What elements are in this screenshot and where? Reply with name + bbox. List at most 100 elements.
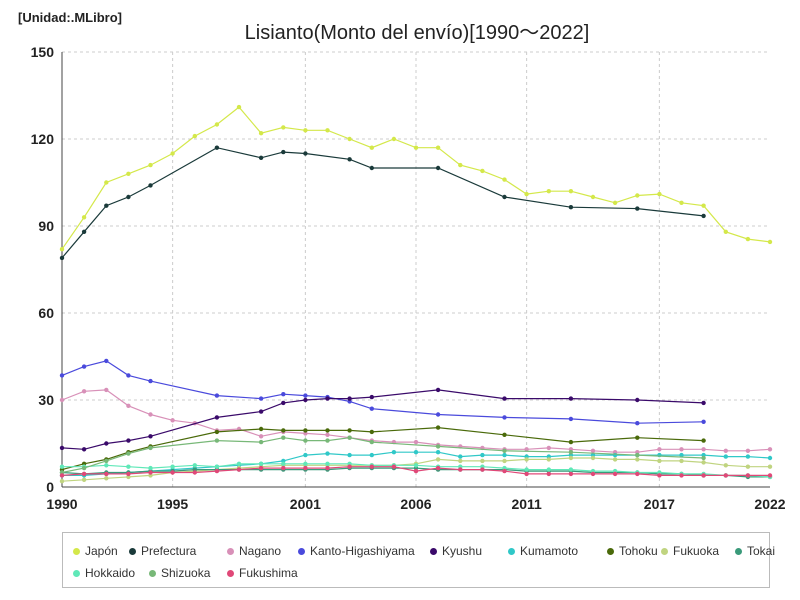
data-point	[148, 470, 153, 475]
legend-marker	[661, 547, 668, 555]
data-point	[679, 452, 684, 458]
data-point	[214, 438, 220, 443]
legend-marker	[735, 547, 742, 555]
series-line-kyushu	[61, 389, 704, 450]
data-point	[347, 396, 352, 401]
data-point	[148, 162, 153, 168]
data-point	[590, 194, 596, 200]
data-point	[148, 378, 153, 384]
legend-label: Tokai	[747, 544, 776, 558]
data-point	[701, 473, 706, 478]
x-tick-label: 1995	[157, 496, 188, 512]
data-point	[325, 396, 330, 401]
data-point	[767, 239, 773, 245]
data-point	[723, 229, 728, 234]
data-point	[391, 464, 397, 469]
data-point	[767, 464, 773, 469]
data-point	[325, 465, 330, 471]
y-tick-label: 90	[38, 218, 54, 234]
data-point	[369, 452, 374, 458]
data-point	[745, 236, 751, 242]
data-point	[59, 255, 65, 261]
data-point	[258, 409, 264, 414]
data-point	[435, 444, 441, 449]
data-point	[502, 458, 507, 464]
data-point	[435, 450, 441, 455]
data-point	[502, 177, 507, 182]
axes: 0 30 60 90 120 150 1990 1995 2001 2006 2011 2017 202…	[31, 44, 786, 512]
data-point	[701, 203, 706, 208]
legend-label: Fukushima	[239, 566, 298, 580]
data-point	[126, 171, 131, 176]
data-point	[546, 467, 551, 472]
data-point	[104, 387, 109, 393]
data-point	[214, 429, 220, 435]
data-point	[723, 448, 728, 453]
data-point	[635, 193, 640, 198]
data-point	[612, 200, 618, 205]
legend-label: Shizuoka	[161, 566, 211, 580]
data-point	[170, 464, 175, 469]
data-point	[303, 465, 308, 471]
data-point	[767, 447, 773, 452]
data-point	[104, 458, 109, 464]
legend-label: Tohoku	[619, 544, 658, 558]
data-point	[258, 434, 264, 439]
data-point	[81, 364, 87, 369]
data-point	[281, 400, 286, 406]
data-point	[214, 393, 220, 398]
data-point	[81, 471, 87, 477]
data-point	[701, 447, 706, 452]
data-point	[236, 104, 242, 110]
data-point	[568, 189, 574, 194]
data-point	[258, 155, 264, 160]
data-point	[635, 452, 640, 458]
data-point	[281, 125, 286, 130]
legend-item: Japón	[73, 544, 118, 558]
data-point	[281, 392, 286, 397]
data-point	[81, 465, 87, 471]
data-point	[679, 200, 684, 205]
line-chart: 0 30 60 90 120 150 1990 1995 2001 2006 2011 2017 202…	[31, 44, 786, 512]
data-point	[59, 473, 65, 478]
data-point	[258, 426, 264, 432]
legend-marker	[607, 547, 614, 555]
data-point	[369, 394, 374, 400]
data-point	[480, 458, 485, 464]
data-point	[214, 145, 220, 150]
data-point	[502, 396, 507, 401]
data-point	[236, 461, 242, 466]
data-point	[170, 470, 175, 475]
legend-item: Kumamoto	[508, 544, 578, 558]
data-point	[369, 439, 374, 445]
data-point	[81, 447, 87, 452]
data-point	[701, 213, 706, 219]
data-point	[635, 397, 640, 403]
data-point	[612, 457, 618, 462]
data-point	[635, 206, 640, 211]
data-point	[59, 373, 65, 378]
data-point	[214, 464, 220, 469]
data-point	[745, 448, 751, 453]
legend-item: Fukuoka	[661, 544, 719, 558]
data-point	[303, 397, 308, 403]
x-tick-label: 1990	[46, 496, 77, 512]
data-point	[723, 454, 728, 459]
data-point	[325, 438, 330, 443]
data-point	[657, 473, 662, 478]
data-point	[258, 131, 264, 136]
x-tick-label: 2017	[644, 496, 675, 512]
legend-item: Shizuoka	[149, 566, 210, 580]
data-point	[568, 467, 574, 472]
data-point	[767, 473, 773, 478]
data-point	[657, 191, 662, 197]
data-point	[568, 471, 574, 477]
legend-marker	[430, 547, 437, 555]
data-point	[347, 136, 352, 142]
data-point	[325, 432, 330, 437]
data-point	[303, 151, 308, 156]
y-tick-label: 0	[46, 479, 54, 495]
data-point	[635, 471, 640, 477]
legend-marker	[227, 569, 234, 577]
data-point	[568, 439, 574, 445]
